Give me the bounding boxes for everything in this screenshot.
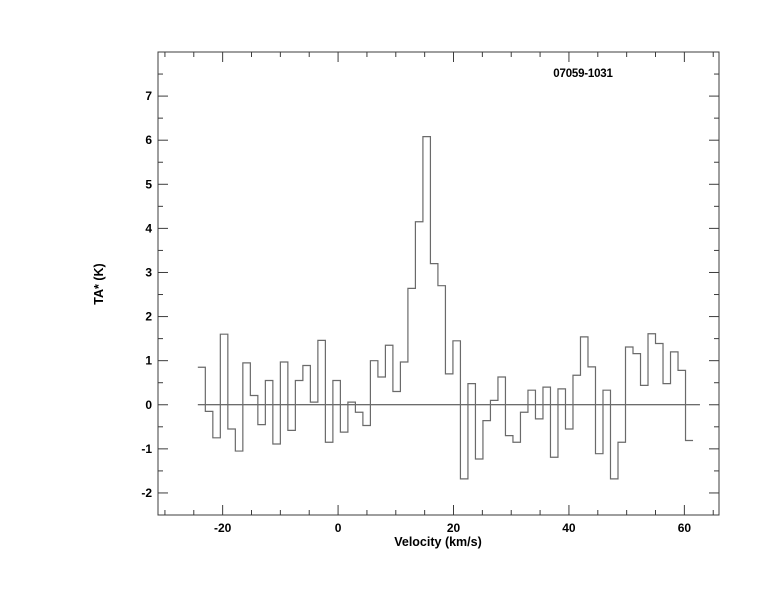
y-axis-tick-label: 7 — [145, 89, 152, 103]
y-axis-title: TA* (K) — [92, 263, 106, 304]
spectrum-step-trace — [197, 136, 694, 480]
y-axis-tick-label: -2 — [141, 486, 152, 500]
x-axis-tick-label: 40 — [562, 521, 576, 535]
y-axis-tick-label: 6 — [145, 133, 152, 147]
y-axis-tick-label: 1 — [145, 354, 152, 368]
y-axis-tick-label: 5 — [145, 177, 152, 191]
plot-box — [157, 51, 720, 516]
x-axis-title: Velocity (km/s) — [394, 535, 482, 549]
y-axis-tick-label: 2 — [145, 310, 152, 324]
y-axis-tick-label: 3 — [145, 265, 152, 279]
y-axis-tick-label: 0 — [145, 398, 152, 412]
spectrum-data-layer — [197, 136, 700, 480]
y-axis-tick-label: 4 — [145, 221, 152, 235]
x-axis-tick-label: 0 — [335, 521, 342, 535]
x-axis-tick-label: -20 — [214, 521, 232, 535]
x-axis-tick-label: 20 — [447, 521, 461, 535]
axes-layer: -20 0 20 40 60 -2 -1 0 1 2 3 4 5 6 7 — [141, 51, 720, 535]
y-axis-tick-label: -1 — [141, 442, 152, 456]
x-axis-tick-label: 60 — [678, 521, 692, 535]
chart-title: 07059-1031 — [553, 68, 613, 80]
